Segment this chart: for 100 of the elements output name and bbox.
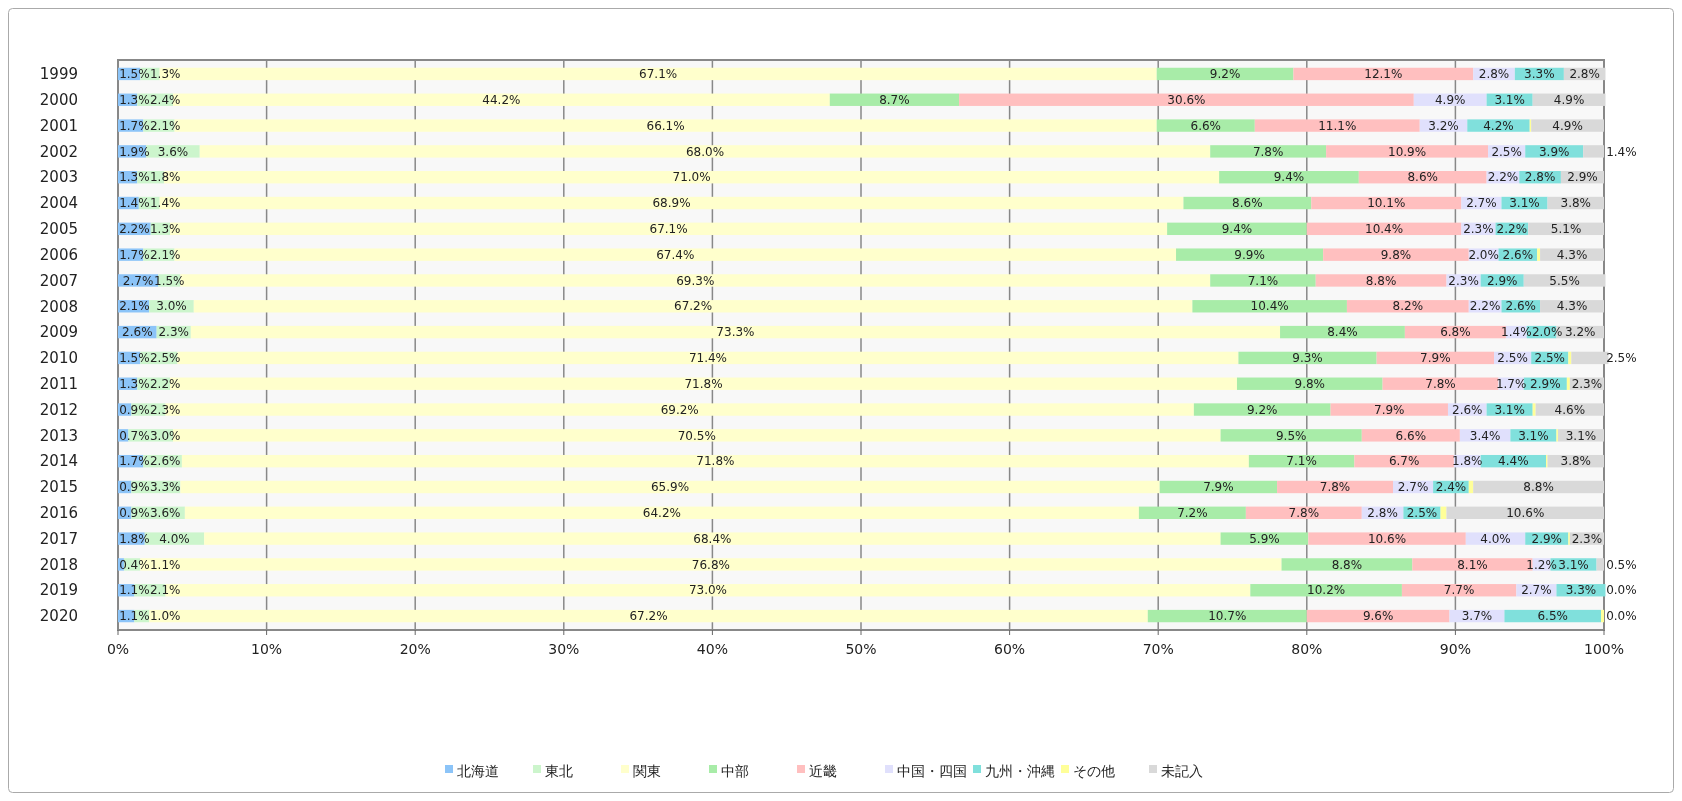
y-tick-label: 2010 — [39, 349, 78, 368]
data-label: 2.1% — [119, 299, 150, 314]
data-label: 2.9% — [1531, 531, 1563, 546]
data-label: 7.8% — [1319, 480, 1351, 495]
data-label: 1.4% — [1501, 325, 1532, 340]
data-label: 71.4% — [688, 351, 727, 366]
data-label: 68.4% — [693, 531, 732, 546]
data-label: 9.6% — [1362, 609, 1394, 624]
bar — [1308, 532, 1466, 545]
data-label: 9.2% — [1246, 402, 1278, 417]
data-label: 3.1% — [1518, 428, 1549, 443]
data-label: 8.7% — [879, 92, 910, 107]
data-label: 64.2% — [642, 506, 681, 520]
data-label: 3.4% — [1469, 428, 1501, 443]
data-label: 9.4% — [1273, 170, 1305, 185]
data-label: 2.7% — [1466, 196, 1497, 211]
y-tick-label: 2008 — [39, 297, 78, 316]
data-label: 5.5% — [1549, 273, 1580, 288]
data-label: 2.8% — [1478, 67, 1510, 82]
data-label: 1.7% — [119, 454, 150, 469]
data-label: 9.9% — [1234, 247, 1265, 262]
bar — [1220, 429, 1362, 442]
data-label: 0.0% — [1606, 609, 1637, 624]
data-label: 2.2% — [119, 222, 150, 237]
bar — [1210, 145, 1327, 158]
data-label: 3.8% — [1560, 196, 1592, 211]
data-label: 2.6% — [1505, 299, 1537, 314]
data-label: 2.2% — [1469, 299, 1501, 314]
data-label: 8.8% — [1331, 557, 1363, 572]
data-label: 67.2% — [629, 609, 668, 624]
data-label: 6.7% — [1388, 454, 1420, 469]
data-label: 2.5% — [1406, 506, 1438, 520]
y-tick-label: 2006 — [39, 245, 78, 264]
data-label: 67.1% — [639, 67, 678, 82]
bar — [1254, 119, 1420, 132]
data-label: 2.3% — [1571, 531, 1603, 546]
x-tick-label: 50% — [845, 641, 877, 657]
data-label: 67.1% — [649, 222, 688, 237]
data-label: 11.1% — [1318, 118, 1357, 133]
data-label: 1.0% — [149, 609, 181, 624]
data-label: 7.1% — [1247, 273, 1279, 288]
data-label: 2.3% — [1448, 273, 1479, 288]
data-label: 1.3% — [149, 67, 181, 82]
data-label: 2.7% — [1397, 480, 1429, 495]
data-label: 1.3% — [149, 222, 181, 237]
data-label: 4.4% — [1498, 454, 1529, 469]
bar — [1220, 532, 1309, 545]
data-label: 0.0% — [1606, 583, 1637, 598]
bar — [1281, 558, 1413, 571]
data-label: 2.0% — [1468, 247, 1499, 262]
bar — [1583, 145, 1604, 158]
data-label: 10.2% — [1307, 583, 1346, 598]
data-label: 1.3% — [119, 170, 150, 185]
x-tick-label: 100% — [1583, 641, 1625, 657]
y-tick-label: 2016 — [39, 504, 78, 523]
data-label: 2.6% — [1502, 247, 1534, 262]
x-tick-label: 90% — [1439, 641, 1471, 657]
data-label: 1.1% — [119, 583, 150, 598]
data-label: 2.7% — [1521, 583, 1552, 598]
data-label: 3.1% — [1558, 557, 1589, 572]
data-label: 3.1% — [1494, 92, 1525, 107]
bar — [1210, 274, 1316, 287]
data-label: 3.1% — [1509, 196, 1540, 211]
x-tick-label: 60% — [994, 641, 1026, 657]
data-label: 67.4% — [656, 247, 695, 262]
y-tick-label: 2012 — [39, 400, 78, 419]
data-label: 2.8% — [1367, 506, 1398, 520]
legend-label: 北海道 — [457, 762, 499, 779]
legend-label: 近畿 — [809, 762, 837, 779]
data-label: 9.8% — [1294, 376, 1326, 391]
data-label: 3.6% — [157, 144, 189, 159]
data-label: 1.7% — [1495, 376, 1527, 391]
data-label: 7.8% — [1425, 376, 1456, 391]
data-label: 1.4% — [149, 196, 181, 211]
data-label: 2.3% — [158, 325, 189, 340]
data-label: 3.2% — [1428, 118, 1459, 133]
y-tick-label: 2001 — [39, 116, 78, 135]
legend-label: 中国・四国 — [897, 762, 967, 779]
data-label: 3.1% — [1565, 428, 1597, 443]
y-tick-label: 2015 — [39, 478, 78, 497]
data-label: 1.5% — [154, 273, 185, 288]
data-label: 9.3% — [1292, 351, 1323, 366]
data-label: 66.1% — [646, 118, 685, 133]
data-label: 1.5% — [119, 67, 150, 82]
data-label: 5.9% — [1249, 531, 1280, 546]
data-label: 8.6% — [1407, 170, 1438, 185]
y-tick-label: 2000 — [39, 91, 78, 110]
y-tick-label: 2004 — [39, 194, 78, 213]
data-label: 0.9% — [119, 480, 150, 495]
data-label: 2.2% — [1496, 222, 1528, 237]
bar — [1568, 351, 1572, 365]
data-label: 9.4% — [1221, 222, 1253, 237]
y-tick-label: 2005 — [39, 220, 78, 239]
bar — [1293, 67, 1474, 81]
y-tick-label: 2007 — [39, 271, 78, 290]
data-label: 71.8% — [696, 454, 735, 469]
data-label: 2.8% — [1524, 170, 1556, 185]
data-label: 3.2% — [1564, 325, 1596, 340]
y-tick-label: 2019 — [39, 581, 78, 600]
data-label: 1.8% — [119, 531, 150, 546]
